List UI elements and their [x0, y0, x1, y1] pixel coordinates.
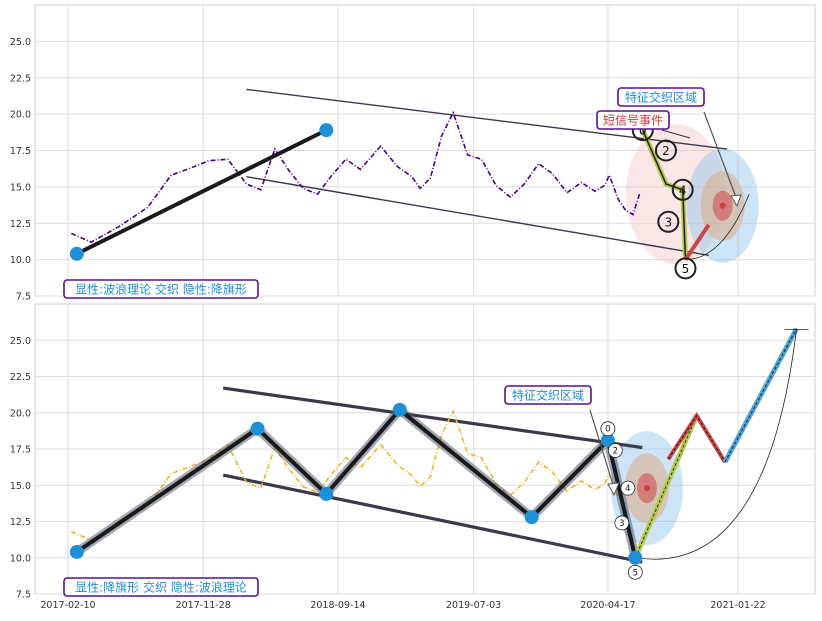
- wave-label-circle: [614, 515, 630, 531]
- pattern-description-label: 显性:降旗形 交织 隐性:波浪理论: [75, 580, 247, 595]
- y-tick-label: 17.5: [10, 445, 31, 456]
- x-tick-label: 2020-04-17: [580, 600, 635, 611]
- y-tick-label: 22.5: [10, 372, 31, 383]
- wave-label: 2: [613, 446, 618, 456]
- y-tick-label: 15.0: [10, 182, 31, 193]
- wave-label-circle: [607, 443, 623, 458]
- y-tick-label: 25.0: [10, 336, 31, 347]
- pattern-description-label: 显性:波浪理论 交织 隐性:降旗形: [75, 282, 247, 297]
- wave-point: [392, 402, 407, 417]
- wave-point: [69, 246, 84, 261]
- pointer-arrow-head: [607, 482, 620, 497]
- pointer-arrow: [703, 111, 738, 201]
- chart-panel-top: 7.5 10.0 12.5 15.0 17.5 20.0 22.5 25.0 0 2 4 3 5 特征交织…: [10, 4, 816, 303]
- wave-label-circle: [627, 564, 643, 580]
- price-series-line: [70, 409, 634, 557]
- wave-point: [69, 544, 84, 559]
- wave-label: 5: [682, 262, 690, 276]
- signal-event-label-frame: [596, 110, 670, 130]
- y-tick-label: 20.0: [10, 408, 31, 419]
- pointer-arrow: [589, 409, 615, 489]
- projection-dash: [634, 415, 698, 558]
- pointer-arrow: [661, 129, 691, 139]
- projection-arc: [635, 328, 797, 560]
- wave-label: 0: [605, 425, 610, 435]
- y-tick-label: 15.0: [10, 481, 31, 492]
- chart-panel-bottom: 7.5 10.0 12.5 15.0 17.5 20.0 22.5 25.0 2017-02-1…: [10, 303, 816, 611]
- wave-path: [75, 128, 328, 256]
- wave-label: 3: [664, 215, 672, 229]
- feature-overlap-label: 特征交织区域: [625, 90, 697, 105]
- wave-label-circle: [654, 139, 677, 162]
- wave-label: 2: [662, 144, 670, 158]
- projection-dash: [667, 414, 726, 463]
- x-tick-label: 2017-11-28: [176, 600, 231, 611]
- y-tick-label: 10.0: [10, 553, 31, 564]
- wave-point: [600, 433, 615, 448]
- y-tick-label: 7.5: [16, 590, 31, 601]
- projection-dash: [724, 328, 797, 463]
- rebound-segment-red: [683, 223, 711, 261]
- x-tick-label: 2018-09-14: [310, 600, 365, 611]
- feature-overlap-label-frame: [617, 87, 705, 107]
- pointer-arrow-head: [730, 194, 742, 208]
- wave-label: 0: [639, 124, 647, 138]
- trend-channel-line: [246, 175, 709, 256]
- y-tick-label: 7.5: [16, 292, 31, 303]
- wave-point: [628, 550, 643, 565]
- wave-point: [250, 421, 265, 436]
- wave-point: [524, 510, 539, 525]
- wave-label-circle: [600, 421, 616, 437]
- wave-label: 5: [633, 568, 638, 578]
- wave-point: [319, 123, 334, 138]
- pattern-description-label-frame: [63, 279, 259, 299]
- overlap-center-dot: [719, 202, 726, 209]
- y-tick-label: 22.5: [10, 73, 31, 84]
- x-tick-label: 2021-01-22: [710, 600, 765, 611]
- overlap-center-dot: [643, 485, 650, 492]
- y-tick-label: 12.5: [10, 517, 31, 528]
- signal-event-label: 短信号事件: [603, 114, 663, 128]
- wave-label-circle: [620, 480, 636, 496]
- y-tick-label: 17.5: [10, 146, 31, 157]
- wave-label-circle: [671, 178, 694, 201]
- wave-label: 4: [679, 183, 687, 197]
- wave-point: [319, 486, 334, 501]
- feature-overlap-label-frame: [504, 385, 592, 405]
- y-tick-label: 25.0: [10, 37, 31, 48]
- wave-label-circle: [674, 257, 697, 280]
- overlap-ellipse: [625, 124, 726, 265]
- trend-channel-line: [222, 473, 643, 564]
- pattern-description-label-frame: [63, 577, 259, 597]
- feature-overlap-label: 特征交织区域: [512, 388, 584, 403]
- trend-channel-line: [222, 386, 643, 450]
- wave-label: 3: [619, 519, 624, 529]
- y-tick-label: 10.0: [10, 255, 31, 266]
- wave-segment: [642, 129, 687, 260]
- x-tick-label: 2019-07-03: [446, 600, 501, 611]
- y-tick-label: 20.0: [10, 110, 31, 121]
- wave-label: 4: [625, 484, 630, 494]
- x-tick-label: 2017-02-10: [40, 600, 95, 611]
- price-series-line: [70, 110, 641, 244]
- y-tick-label: 12.5: [10, 219, 31, 230]
- projection-arc: [685, 193, 750, 261]
- wave-label-circle: [657, 210, 680, 233]
